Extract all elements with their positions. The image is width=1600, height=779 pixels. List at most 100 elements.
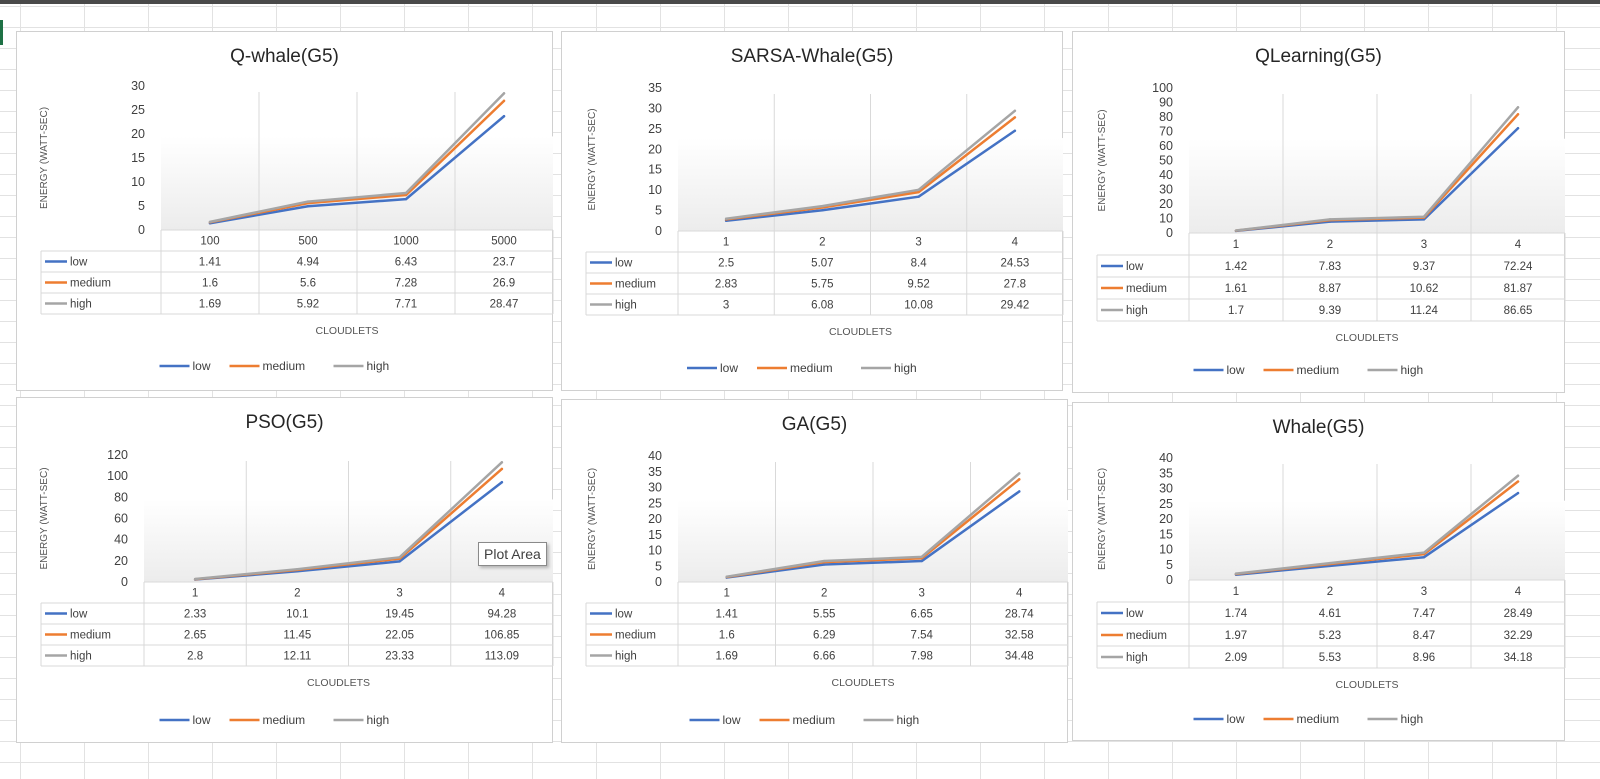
chart-panel[interactable]: Q-whale(G5) 0 5 10 15 20 25 30 ENERGY (WATT-SEC)…: [16, 31, 554, 391]
data-point[interactable]: [1013, 129, 1017, 132]
legend-entry-label[interactable]: high: [1401, 712, 1424, 726]
data-point[interactable]: [1516, 480, 1520, 483]
data-point[interactable]: [725, 575, 728, 578]
data-point[interactable]: [917, 190, 920, 194]
data-point[interactable]: [500, 467, 504, 471]
data-point[interactable]: [404, 191, 408, 195]
data-point[interactable]: [1422, 556, 1426, 559]
data-point[interactable]: [1018, 472, 1021, 475]
data-point[interactable]: [500, 481, 504, 484]
y-tick-label: 80: [114, 490, 128, 504]
data-point[interactable]: [823, 563, 826, 566]
data-point[interactable]: [306, 205, 310, 208]
data-point[interactable]: [1234, 572, 1238, 575]
series-line-low[interactable]: [208, 114, 506, 225]
legend-entry-label[interactable]: low: [193, 359, 211, 373]
data-point[interactable]: [1516, 474, 1520, 477]
series-line-high[interactable]: [725, 472, 1021, 578]
legend-entry-label[interactable]: low: [720, 361, 738, 375]
series-line-low[interactable]: [725, 490, 1021, 579]
data-point[interactable]: [823, 559, 826, 563]
data-table-cell: 8.87: [1319, 283, 1341, 295]
data-table-cell: 7.98: [911, 651, 933, 663]
data-table-cell: 7.83: [1319, 261, 1341, 273]
legend-entry-label[interactable]: low: [193, 713, 211, 727]
data-point[interactable]: [193, 577, 197, 581]
legend-entry-label[interactable]: low: [1227, 363, 1245, 377]
data-point[interactable]: [821, 209, 824, 212]
y-axis-label: ENERGY (WATT-SEC): [587, 108, 598, 210]
data-point[interactable]: [502, 99, 506, 103]
legend-entry-label[interactable]: medium: [1297, 363, 1340, 377]
data-point[interactable]: [398, 556, 401, 559]
data-point[interactable]: [1328, 218, 1332, 221]
data-point[interactable]: [1422, 551, 1426, 554]
series-line-high[interactable]: [1234, 474, 1520, 575]
series-line-high[interactable]: [1234, 106, 1520, 232]
data-point[interactable]: [502, 115, 506, 118]
series-line-high[interactable]: [208, 92, 506, 224]
data-point[interactable]: [398, 560, 401, 563]
series-name-label: high: [1126, 305, 1148, 317]
series-line-low[interactable]: [1234, 491, 1520, 576]
series-line-low[interactable]: [724, 129, 1017, 223]
data-point[interactable]: [296, 567, 299, 571]
data-table-cell: 23.33: [385, 651, 414, 663]
series-line-high[interactable]: [193, 461, 504, 581]
data-table-cell: 1.61: [1225, 283, 1247, 295]
data-table-cell: 86.65: [1504, 305, 1533, 317]
x-category-label: 3: [1421, 239, 1427, 251]
data-point[interactable]: [500, 461, 504, 464]
data-point[interactable]: [1422, 215, 1426, 218]
data-point[interactable]: [1516, 113, 1520, 116]
y-axis-label: ENERGY (WATT-SEC): [1097, 468, 1108, 570]
data-table-cell: 23.7: [493, 257, 515, 269]
data-point[interactable]: [208, 220, 212, 224]
data-table-cell: 27.8: [1004, 279, 1026, 291]
data-point[interactable]: [1328, 561, 1332, 565]
y-tick-label: 35: [648, 81, 662, 95]
data-point[interactable]: [917, 188, 920, 192]
legend-entry-label[interactable]: high: [367, 359, 390, 373]
data-point[interactable]: [1516, 127, 1520, 130]
data-table-cell: 1.41: [716, 609, 738, 621]
legend-entry-label[interactable]: high: [367, 713, 390, 727]
data-point[interactable]: [1516, 491, 1520, 495]
legend-entry-label[interactable]: low: [723, 713, 741, 727]
legend-entry-label[interactable]: medium: [263, 359, 306, 373]
legend-entry-label[interactable]: high: [894, 361, 917, 375]
data-point[interactable]: [1013, 116, 1017, 119]
data-point[interactable]: [724, 217, 728, 220]
legend-entry-label[interactable]: high: [1401, 363, 1424, 377]
data-point[interactable]: [404, 193, 408, 197]
y-tick-label: 0: [138, 223, 145, 237]
series-name-label: low: [70, 257, 88, 269]
data-point[interactable]: [306, 200, 310, 203]
chart-panel[interactable]: Whale(G5) 0 5 10 15 20 25 30 35 40 ENERGY (WATT-SE…: [1072, 402, 1566, 741]
data-point[interactable]: [1013, 109, 1017, 112]
x-category-label: 4: [1515, 586, 1522, 598]
data-point[interactable]: [920, 555, 923, 559]
chart-panel[interactable]: GA(G5) 0 5 10 15 20 25 30 35 40 ENERGY (WATT-SEC) 1…: [561, 399, 1069, 743]
legend-entry-label[interactable]: medium: [793, 713, 836, 727]
legend-entry-label[interactable]: medium: [790, 361, 833, 375]
legend-entry-label[interactable]: high: [897, 713, 920, 727]
data-point[interactable]: [1234, 229, 1238, 232]
data-point[interactable]: [917, 195, 920, 198]
series-line-high[interactable]: [724, 109, 1017, 220]
x-category-label: 1: [724, 588, 730, 600]
data-point[interactable]: [404, 197, 408, 201]
legend-entry-label[interactable]: medium: [1297, 712, 1340, 726]
chart-panel[interactable]: QLearning(G5) 0 10 20 30 40 50 60 70 80 90 100 ENERG…: [1072, 31, 1566, 393]
data-point[interactable]: [1018, 478, 1021, 481]
y-tick-label: 0: [655, 575, 662, 589]
data-point[interactable]: [920, 559, 923, 563]
chart-panel[interactable]: SARSA-Whale(G5) 0 5 10 15 20 25 30 35 ENERGY (WAT…: [561, 31, 1064, 391]
legend-entry-label[interactable]: medium: [263, 713, 306, 727]
data-point[interactable]: [821, 204, 824, 208]
data-point[interactable]: [502, 92, 506, 95]
legend-entry-label[interactable]: low: [1227, 712, 1245, 726]
chart-panel[interactable]: PSO(G5) 0 20 40 60 80 100 120 ENERGY (WATT-SEC) 1…: [16, 397, 554, 743]
data-point[interactable]: [1018, 490, 1021, 493]
data-point[interactable]: [1516, 106, 1520, 109]
